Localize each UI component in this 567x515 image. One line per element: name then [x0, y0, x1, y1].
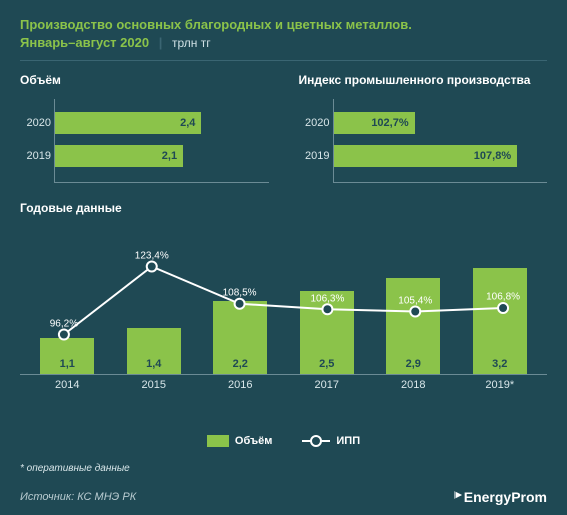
hbar-ylabel: 2019 [21, 150, 51, 162]
hbar-ylabel: 2019 [300, 150, 330, 162]
logo-icon [444, 488, 462, 505]
legend: Объём ИПП [20, 435, 547, 447]
bar-group: 1,42015 [111, 225, 198, 374]
legend-line: ИПП [302, 435, 360, 447]
hbar-ylabel: 2020 [21, 117, 51, 129]
bar-group: 3,22019* [457, 225, 544, 374]
vbar: 2,2 [213, 301, 267, 374]
index-panel: Индекс промышленного производства 202010… [299, 73, 548, 183]
title-separator: | [159, 35, 163, 50]
hbar-row: 2019107,8% [334, 141, 548, 171]
footnote: * оперативные данные [20, 463, 547, 474]
hbar-bar: 107,8% [334, 145, 518, 167]
volume-panel-title: Объём [20, 73, 269, 87]
bar-group: 2,52017 [284, 225, 371, 374]
logo: EnergyProm [444, 488, 547, 505]
annual-section-title: Годовые данные [20, 201, 547, 215]
x-axis-label: 2019* [457, 379, 544, 391]
vbar: 1,4 [127, 328, 181, 375]
vbar: 2,9 [386, 278, 440, 375]
footer: Источник: КС МНЭ РК EnergyProm [20, 488, 547, 505]
annual-chart: 1,120141,420152,220162,520172,920183,220… [20, 225, 547, 405]
bar-group: 2,22016 [197, 225, 284, 374]
hbar-bar: 102,7% [334, 112, 415, 134]
hbar-row: 20192,1 [55, 141, 269, 171]
vbar: 3,2 [473, 268, 527, 375]
legend-line-swatch [302, 440, 330, 442]
top-panels: Объём 20202,420192,1 Индекс промышленног… [20, 73, 547, 183]
legend-bar-label: Объём [235, 435, 272, 447]
index-panel-title: Индекс промышленного производства [299, 73, 548, 87]
infographic-card: Производство основных благородных и цвет… [0, 0, 567, 515]
hbar-bar: 2,4 [55, 112, 201, 134]
bar-group: 2,92018 [370, 225, 457, 374]
x-axis-label: 2017 [284, 379, 371, 391]
x-axis-label: 2015 [111, 379, 198, 391]
vbar: 2,5 [300, 291, 354, 374]
annual-bar-plot: 1,120141,420152,220162,520172,920183,220… [20, 225, 547, 375]
hbar-row: 20202,4 [55, 108, 269, 138]
title-line2: Январь–август 2020 [20, 34, 149, 52]
vbar: 1,1 [40, 338, 94, 375]
bar-group: 1,12014 [24, 225, 111, 374]
unit-label: трлн тг [172, 36, 211, 50]
logo-text: EnergyProm [464, 489, 547, 505]
index-hbar-chart: 2020102,7%2019107,8% [333, 99, 548, 183]
hbar-row: 2020102,7% [334, 108, 548, 138]
x-axis-label: 2014 [24, 379, 111, 391]
source-label: Источник: КС МНЭ РК [20, 491, 136, 503]
volume-hbar-chart: 20202,420192,1 [54, 99, 269, 183]
x-axis-label: 2016 [197, 379, 284, 391]
legend-line-label: ИПП [336, 435, 360, 447]
x-axis-label: 2018 [370, 379, 457, 391]
hbar-bar: 2,1 [55, 145, 183, 167]
legend-bar-swatch [207, 435, 229, 447]
title-line1: Производство основных благородных и цвет… [20, 17, 412, 32]
divider [20, 60, 547, 61]
legend-bar: Объём [207, 435, 272, 447]
hbar-ylabel: 2020 [300, 117, 330, 129]
title-block: Производство основных благородных и цвет… [20, 16, 547, 52]
volume-panel: Объём 20202,420192,1 [20, 73, 269, 183]
